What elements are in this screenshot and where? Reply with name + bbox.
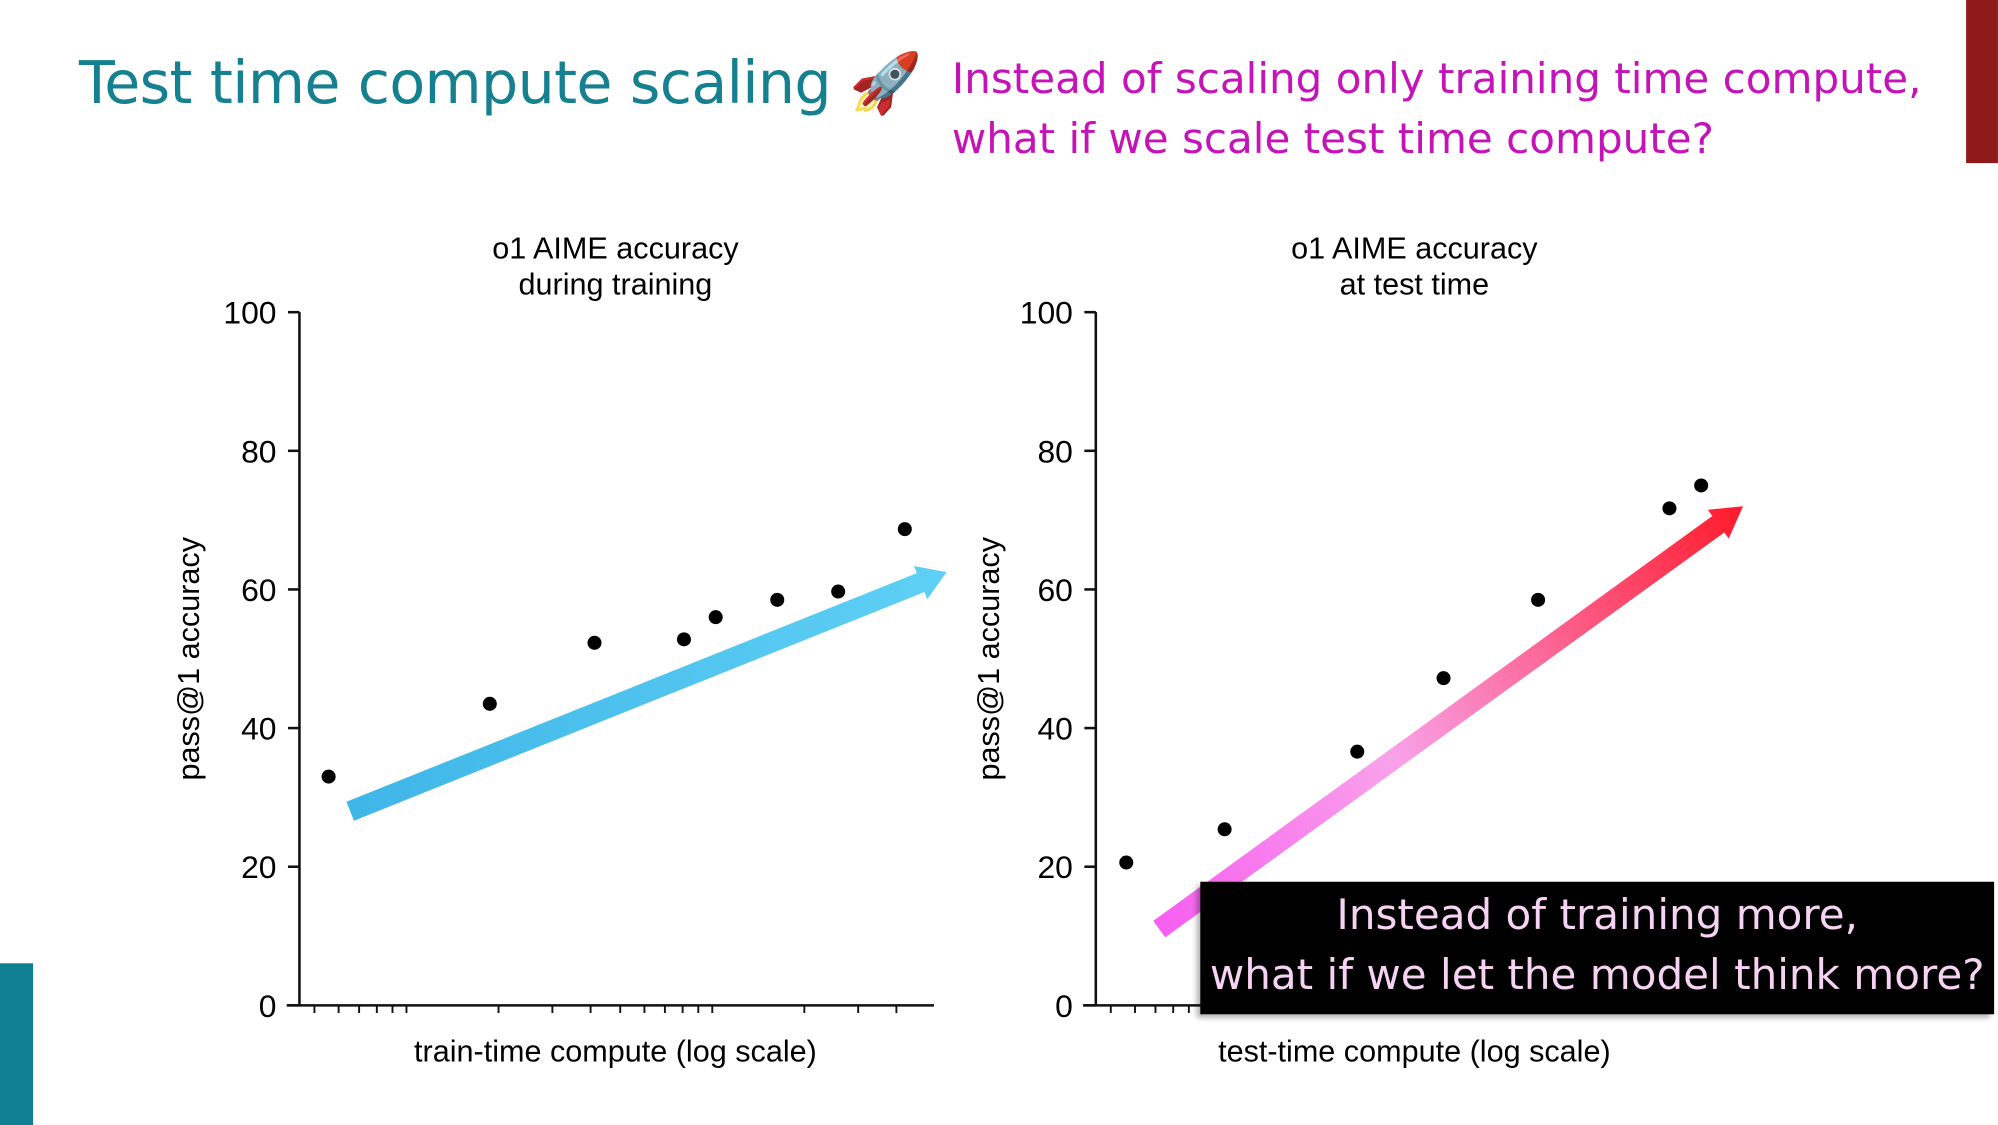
data-point	[708, 610, 723, 625]
chart-training: o1 AIME accuracy during training train-t…	[172, 232, 947, 1068]
y-tick-label: 60	[241, 572, 276, 608]
y-tick-label: 80	[1037, 433, 1072, 469]
subtitle-line-2: what if we scale test time compute?	[951, 113, 1714, 164]
trend-arrow-shape	[1153, 506, 1744, 938]
y-axis-label: pass@1 accuracy	[972, 536, 1006, 780]
y-tick-label: 80	[241, 433, 276, 469]
x-axis-label: train-time compute (log scale)	[414, 1034, 817, 1068]
x-axis-label: test-time compute (log scale)	[1218, 1034, 1611, 1068]
data-point	[1662, 501, 1677, 516]
data-point	[770, 592, 785, 607]
title-text: Test time compute scaling	[79, 48, 832, 118]
chart-title-line1: o1 AIME accuracy	[492, 232, 739, 266]
data-point	[676, 632, 691, 647]
y-tick-label: 20	[241, 849, 276, 885]
chart-title-line2: during training	[519, 267, 713, 301]
trend-arrow	[1153, 506, 1744, 938]
y-tick-label: 60	[1037, 572, 1072, 608]
trend-arrow-shape	[346, 565, 947, 821]
data-point	[587, 635, 602, 650]
slide-subtitle: Instead of scaling only training time co…	[952, 48, 1922, 168]
chart-title-line2: at test time	[1340, 267, 1490, 301]
data-point	[831, 584, 846, 599]
rocket-icon: 🚀	[848, 48, 922, 118]
callout-box: Instead of training more, what if we let…	[1200, 881, 1995, 1015]
accent-bar-top	[1966, 0, 1998, 164]
y-tick-label: 0	[259, 988, 277, 1024]
data-point	[1531, 592, 1546, 607]
callout-line-2: what if we let the model think more?	[1209, 949, 1985, 999]
y-tick-label: 100	[1020, 295, 1073, 331]
y-tick-label: 20	[1037, 849, 1072, 885]
callout-line-1: Instead of training more,	[1336, 889, 1859, 940]
data-point	[897, 522, 912, 537]
data-point	[1350, 744, 1365, 759]
accent-bar-bottom	[0, 963, 34, 1125]
data-point	[1436, 671, 1451, 686]
data-point	[1119, 855, 1134, 870]
y-tick-label: 100	[223, 295, 276, 331]
chart-title-line1: o1 AIME accuracy	[1291, 232, 1538, 266]
y-axis-label: pass@1 accuracy	[172, 536, 206, 780]
data-point	[482, 696, 497, 711]
trend-arrow	[346, 565, 947, 821]
data-point	[1217, 822, 1232, 837]
y-tick-label: 40	[1037, 711, 1072, 747]
y-tick-label: 0	[1055, 988, 1073, 1024]
y-tick-label: 40	[241, 711, 276, 747]
slide-title: Test time compute scaling 🚀	[79, 48, 922, 118]
subtitle-line-1: Instead of scaling only training time co…	[951, 53, 1922, 104]
data-point	[1694, 478, 1709, 493]
data-point	[321, 769, 336, 784]
